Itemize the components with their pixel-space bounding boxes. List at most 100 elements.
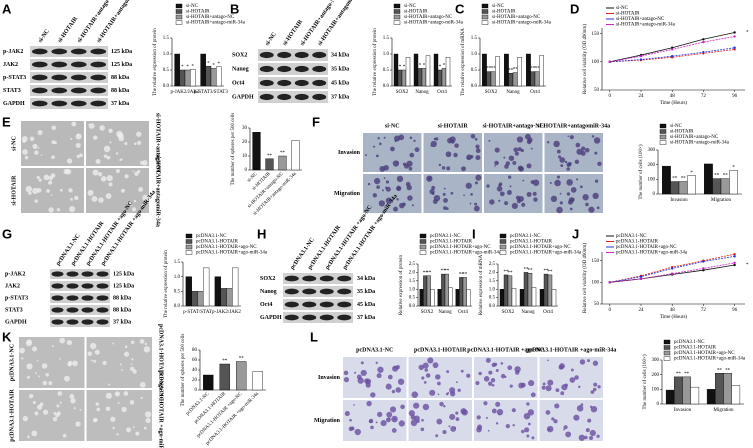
micrograph-cell: [26, 339, 32, 345]
legend-swatch: [663, 356, 671, 361]
micrograph-cell: [592, 192, 599, 200]
micrograph-cell: [96, 407, 101, 412]
micrograph-cell: [72, 360, 78, 367]
y-tick-label: 0: [657, 402, 660, 407]
blot-size-label: 88 kDa: [113, 307, 131, 313]
micrograph-cell: [365, 154, 367, 157]
micrograph-cell: [416, 419, 420, 424]
bar: [413, 53, 419, 87]
micrograph-cell: [42, 380, 48, 386]
micrograph-cell: [106, 175, 113, 182]
blot-protein-label: p-JAK2: [3, 49, 23, 55]
y-tick-label: 60: [192, 358, 198, 363]
blot-band: [259, 65, 274, 73]
micrograph-cell: [569, 377, 576, 383]
micrograph-cell: [59, 188, 63, 192]
y-tick-label: 0.5: [409, 296, 416, 301]
micrograph-cell: [435, 434, 439, 438]
legend-label: pcDNA3.1-HOTAIR: [616, 240, 659, 245]
bar: [530, 71, 536, 87]
bar: [421, 68, 427, 87]
micrograph-cell: [556, 149, 561, 154]
y-tick-label: 100: [592, 280, 600, 285]
micrograph-cell: [32, 143, 38, 150]
micrograph-cell: [109, 141, 112, 144]
blot-band: [81, 307, 94, 313]
micrograph-cell: [383, 136, 386, 139]
micrograph-cell: [70, 137, 73, 140]
micrograph-cell: [26, 363, 33, 370]
y-tick-label: 1.0: [471, 52, 478, 57]
bar: [236, 361, 247, 391]
y-axis-label: Relative cell viability (OD 490nm): [583, 243, 588, 313]
legend-swatch: [393, 14, 401, 20]
blot-band: [319, 275, 334, 282]
micrograph-cell: [499, 191, 505, 197]
bar: [425, 55, 431, 87]
point: [671, 272, 674, 275]
y-tick-label: 0: [653, 192, 656, 197]
significance-mark: **: [544, 269, 550, 274]
legend-swatch: [419, 250, 427, 255]
micrograph-cell: [485, 357, 491, 363]
micrograph-cell: [88, 123, 95, 129]
micrograph-cell: [40, 154, 43, 156]
blot-protein-label: STAT3: [3, 88, 21, 94]
y-tick-label: 200: [648, 163, 656, 168]
micrograph-cell: [474, 181, 478, 185]
micrograph-cell: [486, 184, 490, 188]
y-tick-label: 0.5: [163, 68, 170, 73]
blot-band: [51, 295, 64, 301]
legend-swatch: [663, 345, 671, 350]
legend-swatch: [499, 244, 507, 250]
blot-band: [294, 51, 309, 59]
significance-mark: *: [399, 65, 402, 70]
micrograph-cell: [383, 177, 386, 180]
x-tick-label: 72: [701, 94, 707, 99]
significance-mark: **: [444, 269, 450, 274]
y-axis-label: Relative expression of mRNA: [479, 254, 484, 315]
micrograph-cell: [37, 129, 43, 136]
micrograph-cell: [414, 147, 420, 153]
micrograph-cell: [411, 391, 419, 398]
panel-letter: B: [230, 1, 239, 16]
micrograph-cell: [36, 359, 39, 362]
x-tick-label: Invasion: [670, 198, 688, 203]
image-column-label: pcDNA3.1-HOTAIR +ago-miR-34a: [526, 347, 616, 353]
image-column-label: si-HOTAIR+antago-NC: [483, 123, 544, 129]
blot-protein-label: GAPDH: [3, 101, 25, 107]
bar: [466, 289, 471, 307]
legend-label: pcDNA3.1-HOTAIR+ago-NC: [196, 245, 257, 250]
blot-band: [259, 93, 274, 101]
micrograph-cell: [94, 349, 100, 355]
y-tick-label: 0: [245, 168, 248, 173]
image-row-label: Invasion: [338, 150, 361, 156]
micrograph-cell: [92, 169, 99, 176]
x-tick-label: 24: [639, 308, 645, 313]
micrograph-cell: [66, 339, 73, 346]
blot-protein-label: GAPDH: [5, 319, 27, 325]
micrograph-cell: [441, 166, 446, 170]
micrograph-cell: [578, 385, 581, 389]
micrograph-cell: [443, 198, 448, 203]
blot-band: [294, 93, 309, 101]
micrograph-cell: [133, 199, 137, 203]
significance-mark: **: [530, 67, 536, 72]
image-column-label: si-HOTAIR+antagomiR-34a: [537, 123, 610, 129]
bar: [437, 289, 442, 307]
blot-band: [302, 314, 317, 321]
micrograph-cell: [487, 429, 490, 432]
micrograph-cell: [494, 147, 500, 153]
micrograph-cell: [429, 389, 436, 396]
micrograph-cell: [105, 406, 111, 412]
bar: [486, 71, 492, 87]
micrograph-cell: [432, 362, 439, 369]
micrograph-cell: [545, 385, 552, 392]
blot-band: [337, 288, 352, 295]
micrograph-cell: [48, 180, 53, 185]
y-tick-label: 1.5: [409, 279, 416, 284]
blot-protein-label: Oct4: [232, 80, 244, 86]
micrograph-cell: [580, 403, 584, 406]
bar: [252, 371, 263, 391]
micrograph-cell: [136, 131, 142, 137]
